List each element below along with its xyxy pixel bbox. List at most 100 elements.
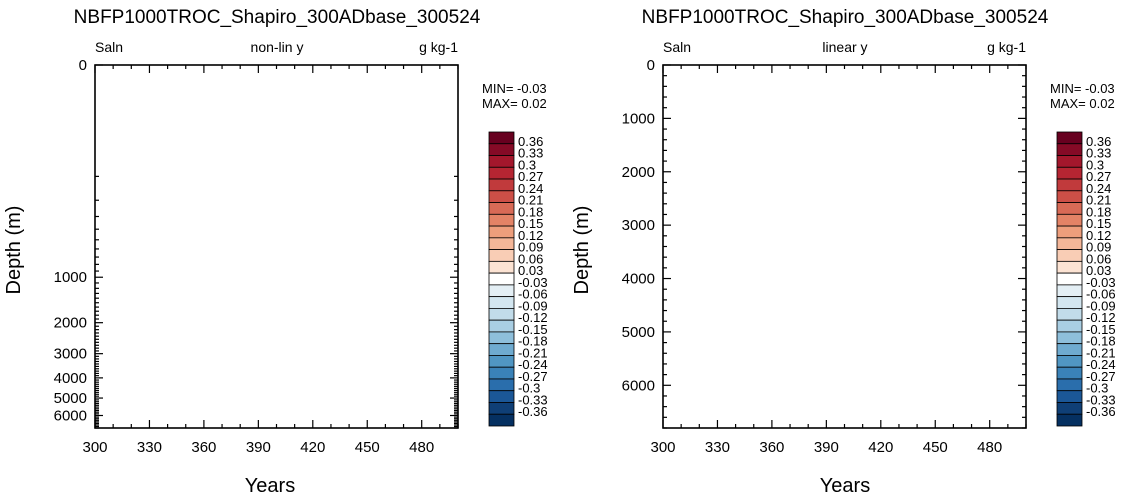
colorbar-swatch — [1056, 225, 1083, 239]
colorbar-label: -0.27 — [518, 369, 548, 384]
y-tick-label: 5000 — [622, 324, 655, 341]
x-axis-label: Years — [820, 475, 870, 497]
variable-label: Saln — [95, 39, 123, 55]
colorbar-label: -0.21 — [518, 345, 548, 360]
colorbar-swatch — [1056, 390, 1083, 403]
max-value: MAX= 0.02 — [1050, 96, 1115, 111]
colorbar-label: 0.27 — [1086, 169, 1111, 184]
colorbar-swatch — [1056, 402, 1083, 415]
colorbar-swatch — [488, 260, 515, 274]
x-tick-label: 300 — [82, 439, 107, 456]
colorbar-label: 0.06 — [518, 251, 543, 266]
x-tick-label: 390 — [814, 439, 839, 456]
colorbar-swatch — [1056, 202, 1083, 215]
colorbar-swatch — [1056, 331, 1083, 345]
colorbar-label: 0.24 — [518, 181, 543, 196]
colorbar-swatch — [1056, 319, 1083, 333]
y-tick-label: 5000 — [54, 390, 87, 407]
x-tick-label: 480 — [977, 439, 1002, 456]
colorbar-label: -0.21 — [1086, 345, 1116, 360]
plot-area — [662, 64, 1027, 429]
plot-area — [94, 64, 459, 429]
scale-label: non-lin y — [251, 39, 304, 55]
colorbar-swatch — [488, 131, 515, 145]
colorbar-swatch — [1056, 249, 1083, 262]
colorbar-swatch — [488, 190, 515, 203]
y-tick-label: 2000 — [622, 164, 655, 181]
colorbar-swatch — [488, 202, 515, 215]
colorbar-label: 0.15 — [518, 216, 543, 231]
colorbar-swatch — [1056, 284, 1083, 298]
colorbar-label: 0.36 — [1086, 134, 1111, 149]
colorbar-swatch — [1056, 272, 1083, 286]
x-axis: 300 330 360 390 420 450 480 — [650, 65, 1027, 456]
colorbar: 0.360.330.30.270.240.210.180.150.120.090… — [1056, 131, 1116, 427]
colorbar-label: 0.18 — [1086, 204, 1111, 219]
colorbar: 0.360.330.30.270.240.210.180.150.120.090… — [488, 131, 548, 427]
colorbar-label: 0.21 — [518, 193, 543, 208]
y-tick-label: 1000 — [622, 110, 655, 127]
y-axis-label: Depth (m) — [3, 206, 25, 295]
colorbar-swatch — [488, 343, 515, 356]
colorbar-swatch — [488, 225, 515, 239]
colorbar-swatch — [1056, 378, 1083, 392]
colorbar-swatch — [488, 366, 515, 380]
colorbar-label: 0.3 — [1086, 157, 1104, 172]
colorbar-label: -0.15 — [518, 322, 548, 337]
colorbar-swatch — [1056, 143, 1083, 156]
colorbar-swatch — [1056, 237, 1083, 250]
colorbar-label: -0.09 — [1086, 298, 1116, 313]
y-tick-label: 4000 — [622, 271, 655, 288]
y-tick-label: 4000 — [54, 370, 87, 387]
colorbar-swatch — [488, 307, 515, 321]
colorbar-swatch — [1056, 178, 1083, 192]
colorbar-swatch — [488, 390, 515, 403]
min-value: MIN= -0.03 — [482, 81, 547, 96]
colorbar-swatch — [488, 249, 515, 262]
colorbar-swatch — [488, 284, 515, 298]
y-tick-label: 2000 — [54, 315, 87, 332]
colorbar-swatch — [1056, 166, 1083, 180]
colorbar-label: 0.12 — [518, 228, 543, 243]
colorbar-label: -0.03 — [518, 275, 548, 290]
colorbar-swatch — [488, 237, 515, 250]
colorbar-label: -0.18 — [518, 334, 548, 349]
colorbar-swatch — [488, 378, 515, 392]
colorbar-label: 0.15 — [1086, 216, 1111, 231]
colorbar-label: -0.09 — [518, 298, 548, 313]
x-tick-label: 480 — [409, 439, 434, 456]
x-tick-label: 420 — [868, 439, 893, 456]
colorbar-swatch — [488, 166, 515, 180]
y-tick-label: 3000 — [622, 217, 655, 234]
colorbar-label: -0.24 — [518, 357, 548, 372]
scale-label: linear y — [822, 39, 867, 55]
colorbar-label: 0.06 — [1086, 251, 1111, 266]
x-tick-label: 300 — [650, 439, 675, 456]
colorbar-swatch — [1056, 131, 1083, 145]
colorbar-swatch — [1056, 366, 1083, 380]
colorbar-label: 0.12 — [1086, 228, 1111, 243]
colorbar-label: -0.15 — [1086, 322, 1116, 337]
y-tick-label: 0 — [79, 57, 87, 74]
y-tick-label: 6000 — [54, 407, 87, 424]
units-label: g kg-1 — [987, 39, 1026, 55]
x-tick-label: 360 — [759, 439, 784, 456]
panel-title: NBFP1000TROC_Shapiro_300ADbase_300524 — [642, 7, 1049, 28]
x-tick-label: 390 — [246, 439, 271, 456]
colorbar-swatch — [1056, 413, 1083, 427]
y-tick-label: 0 — [647, 57, 655, 74]
colorbar-label: 0.33 — [1086, 146, 1111, 161]
colorbar-label: 0.24 — [1086, 181, 1111, 196]
colorbar-swatch — [488, 143, 515, 156]
variable-label: Saln — [663, 39, 691, 55]
panel-right: NBFP1000TROC_Shapiro_300ADbase_300524 Sa… — [571, 7, 1116, 497]
x-tick-label: 360 — [191, 439, 216, 456]
colorbar-swatch — [488, 402, 515, 415]
x-axis: 300 330 360 390 420 450 480 — [82, 65, 459, 456]
colorbar-swatch — [488, 155, 515, 168]
x-tick-label: 330 — [705, 439, 730, 456]
colorbar-swatch — [488, 178, 515, 192]
y-tick-label: 3000 — [54, 346, 87, 363]
